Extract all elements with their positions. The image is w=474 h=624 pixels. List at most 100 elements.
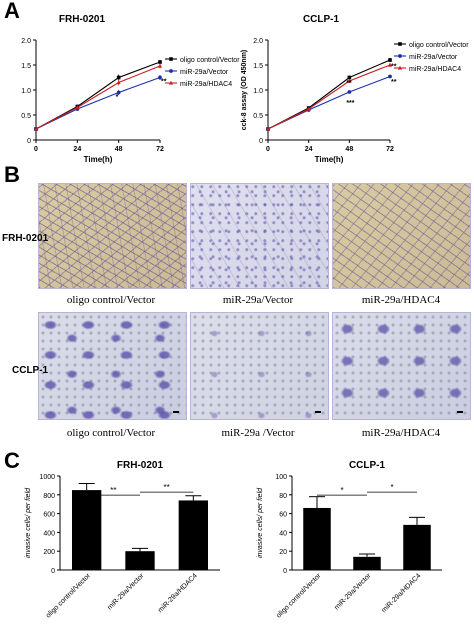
micrograph-frh-oligo-control: [38, 183, 187, 289]
y-axis-label: invasive cells/ per field: [257, 487, 264, 558]
category-label: oligo control/Vector: [45, 572, 93, 620]
series-line: [35, 76, 161, 130]
scale-bar: [173, 411, 179, 413]
y-tick-label: 2.0: [253, 38, 263, 45]
x-axis-label: Time(h): [315, 155, 344, 164]
x-tick-label: 48: [115, 146, 123, 153]
chart-title: FRH-0201: [117, 460, 164, 471]
data-point: [266, 126, 270, 131]
data-point: [388, 62, 392, 67]
data-point: [347, 75, 352, 80]
category-label: miR-29a/Vector: [106, 572, 146, 612]
scale-bar: [315, 411, 321, 413]
chart-title: CCLP-1: [349, 460, 386, 471]
bar: [72, 490, 102, 570]
x-tick-label: 48: [345, 146, 353, 153]
x-tick-label: 0: [266, 146, 270, 153]
category-label: miR-29a/HDAC4: [381, 572, 423, 614]
caption-row1-mir: miR-29a/Vector: [223, 294, 294, 306]
significance-mark: **: [164, 483, 170, 492]
category-label: oligo control/Vector: [275, 572, 323, 620]
caption-row1-hdac: miR-29a/HDAC4: [362, 294, 441, 306]
panel-letter-a: A: [4, 0, 20, 23]
significance-mark: *: [116, 94, 119, 101]
significance-mark: *: [340, 486, 343, 495]
bar: [303, 507, 331, 570]
legend-marker: [398, 65, 402, 70]
significance-mark: **: [391, 79, 397, 86]
y-axis-label: invasive cells/ per field: [25, 487, 32, 558]
caption-row2-hdac: miR-29a/HDAC4: [362, 427, 441, 439]
data-point: [158, 63, 162, 68]
y-tick-label: 400: [43, 530, 55, 537]
bar: [353, 556, 381, 570]
chart-title: CCLP-1: [303, 14, 340, 25]
legend-label: miR-29a/HDAC4: [409, 66, 461, 73]
series-line: [267, 75, 391, 130]
panel-letter-c: C: [4, 448, 20, 473]
legend-label: miR-29a/Vector: [180, 69, 229, 76]
category-label: miR-29a/HDAC4: [157, 572, 199, 614]
legend-label: oligo control/Vector: [409, 42, 469, 49]
y-tick-label: 1.0: [21, 88, 31, 95]
legend-marker: [398, 54, 402, 58]
y-tick-label: 1000: [39, 474, 55, 481]
row-label-cclp: CCLP-1: [12, 365, 49, 376]
y-tick-label: 0: [259, 138, 263, 145]
significance-mark: *: [390, 483, 393, 492]
caption-row2-mir: miR-29a /Vector: [221, 427, 294, 439]
y-tick-label: 0: [51, 568, 55, 575]
scale-bar: [457, 411, 463, 413]
series-line: [267, 64, 391, 130]
legend-marker: [169, 57, 173, 61]
legend-label: miR-29a/Vector: [409, 54, 458, 61]
legend-marker: [169, 69, 173, 73]
legend-label: oligo control/Vector: [180, 57, 240, 64]
y-tick-label: 100: [275, 474, 287, 481]
y-tick-label: 800: [43, 493, 55, 500]
y-tick-label: 20: [279, 549, 287, 556]
caption-row2-oligo: oligo control/Vector: [67, 427, 156, 439]
data-point: [116, 75, 121, 80]
category-label: miR-29a/Vector: [333, 572, 373, 612]
y-tick-label: 40: [279, 530, 287, 537]
x-tick-label: 72: [386, 146, 394, 153]
legend-marker: [398, 42, 402, 46]
bar: [403, 524, 431, 570]
legend-marker: [169, 80, 173, 85]
bar: [178, 500, 208, 570]
y-tick-label: 1.5: [21, 63, 31, 70]
bar: [125, 551, 155, 570]
data-point: [388, 74, 392, 79]
data-point: [158, 75, 162, 80]
row-label-frh: FRH-0201: [2, 233, 49, 244]
data-point: [388, 58, 392, 62]
y-tick-label: 0.5: [21, 113, 31, 120]
y-tick-label: 1.0: [253, 88, 263, 95]
caption-row1-oligo: oligo control/Vector: [67, 294, 156, 306]
y-tick-label: 60: [279, 512, 287, 519]
y-tick-label: 600: [43, 512, 55, 519]
y-tick-label: 0: [27, 138, 31, 145]
micrograph-cclp-oligo-control: [38, 312, 187, 420]
x-axis-label: Time(h): [84, 155, 113, 164]
y-tick-label: 200: [43, 549, 55, 556]
micrograph-cclp-mir29a-vector: [190, 312, 329, 420]
y-tick-label: 0: [283, 568, 287, 575]
chart-title: FRH-0201: [59, 14, 106, 25]
data-point: [158, 60, 162, 64]
y-tick-label: 80: [279, 493, 287, 500]
x-tick-label: 24: [73, 146, 81, 153]
x-tick-label: 0: [34, 146, 38, 153]
data-point: [34, 126, 38, 131]
significance-mark: **: [161, 79, 167, 86]
y-tick-label: 0.5: [253, 113, 263, 120]
micrograph-frh-mir29a-vector: [190, 183, 329, 289]
significance-mark: **: [346, 80, 352, 87]
data-point: [347, 78, 352, 83]
series-line: [35, 65, 161, 130]
micrograph-cclp-mir29a-hdac4: [332, 312, 471, 420]
data-point: [116, 80, 121, 85]
